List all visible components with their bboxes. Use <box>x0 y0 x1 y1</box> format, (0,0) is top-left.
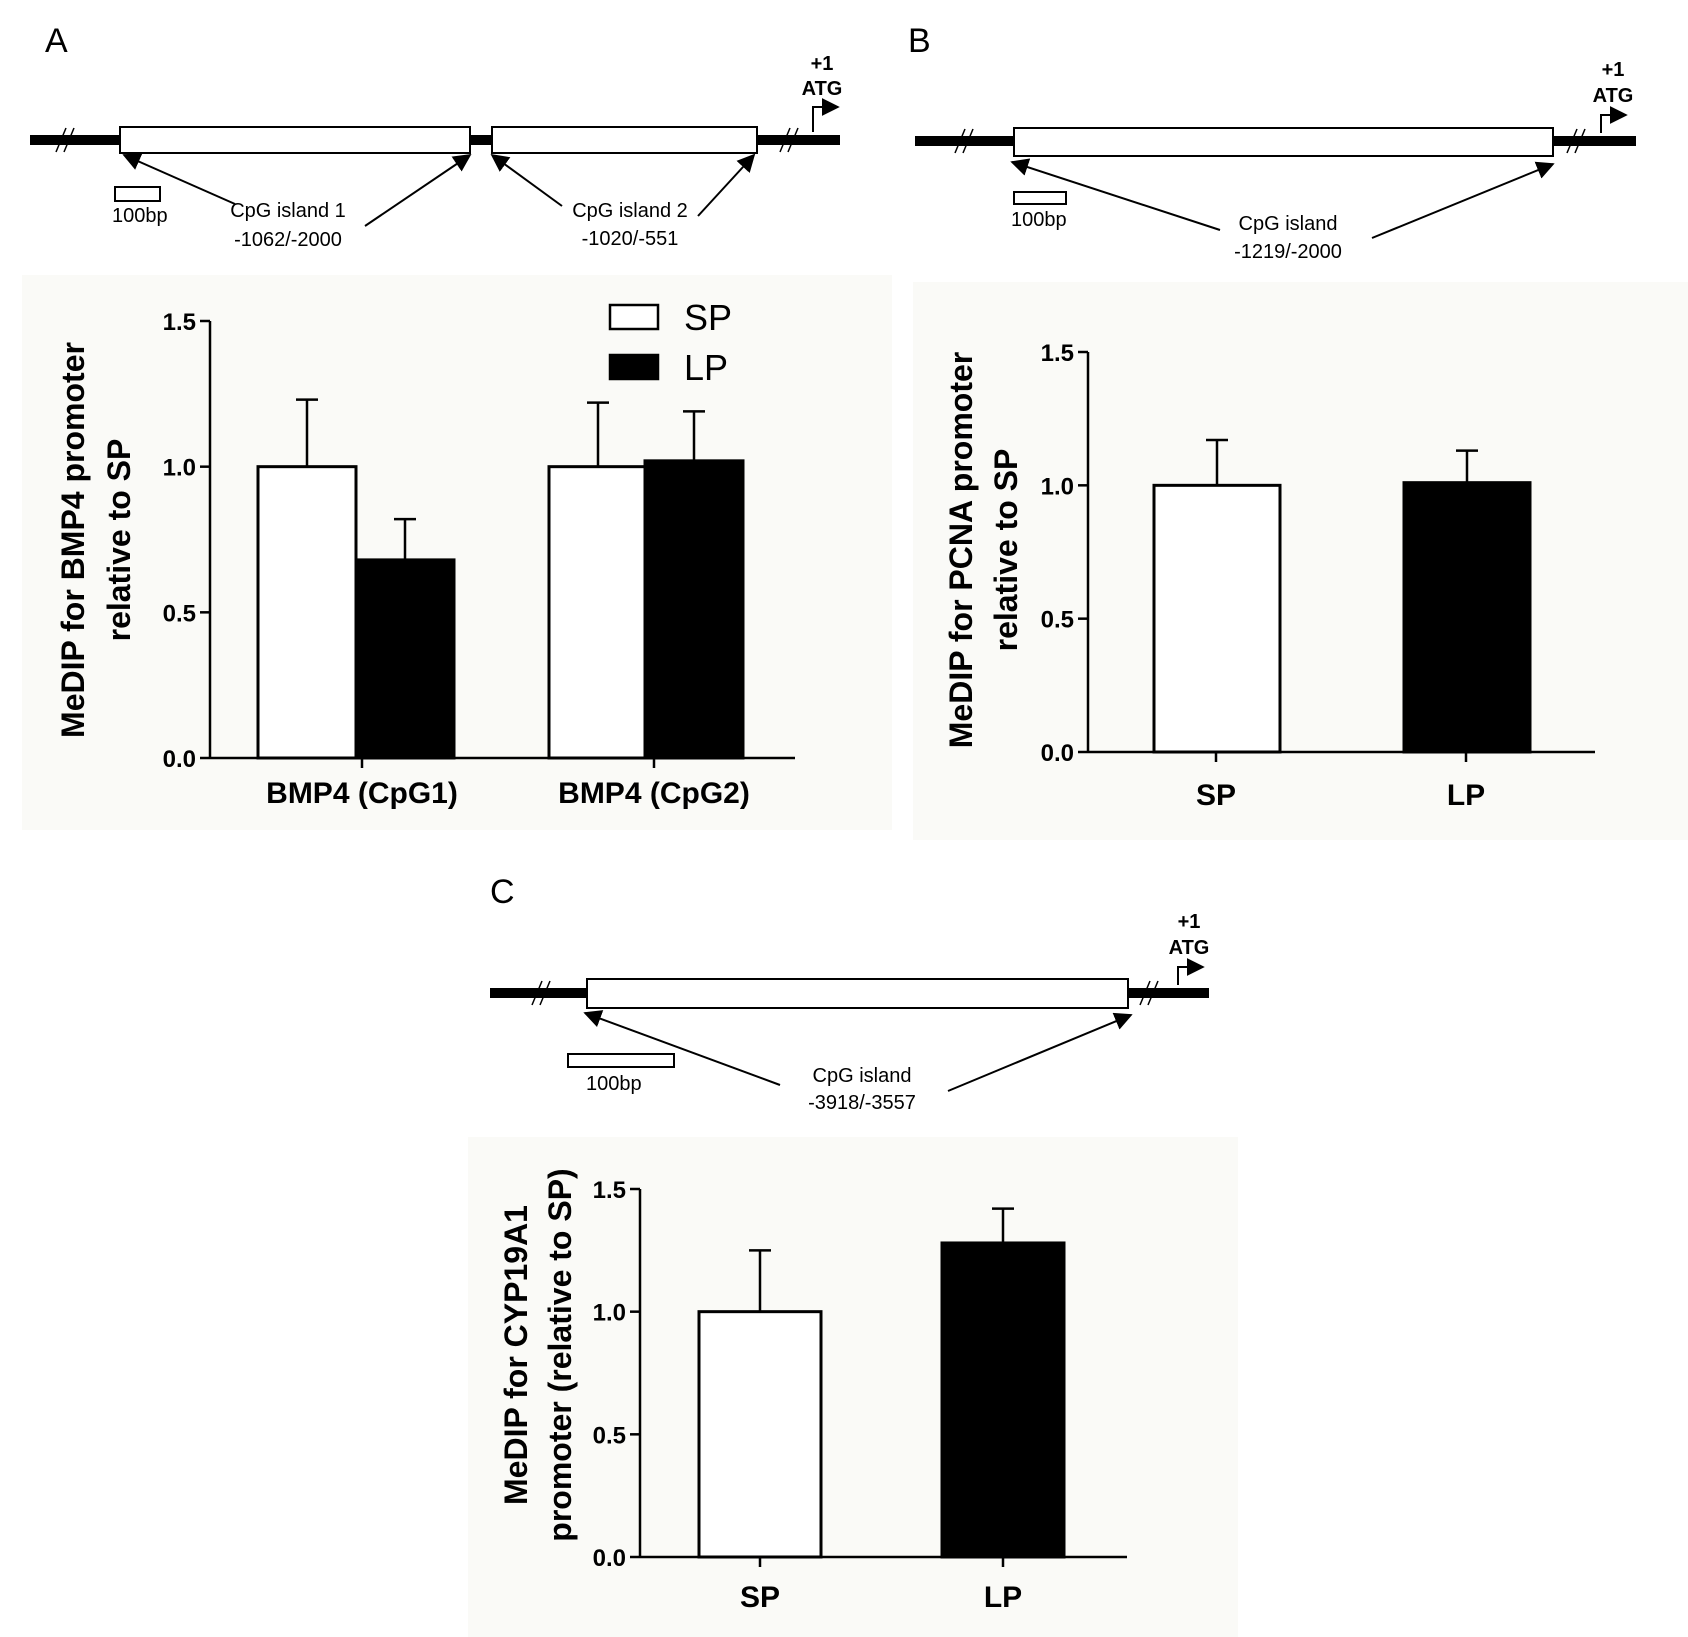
y-axis-label-line-2: relative to SP <box>988 449 1024 652</box>
legend-swatch-lp <box>608 353 660 381</box>
chart-c-marks: SP LP 0.0 0.5 1.0 1.5 <box>593 1177 1127 1614</box>
cpg-island-2-name: CpG island 2 <box>572 200 688 222</box>
scale-bar-label: 100bp <box>112 205 168 227</box>
cpg-island-box <box>586 978 1129 1009</box>
chart-a: MeDIP for BMP4 promoter relative to SP B… <box>22 275 892 830</box>
legend-label-lp: LP <box>684 347 728 388</box>
tss-atg: ATG <box>802 78 843 100</box>
scale-bar-label: 100bp <box>1011 209 1067 231</box>
scale-bar <box>1013 191 1067 205</box>
bar <box>643 459 745 760</box>
cpg-island-range: -1219/-2000 <box>1234 241 1342 263</box>
x-tick-label: SP <box>740 1581 780 1614</box>
x-tick-label: LP <box>1447 779 1485 812</box>
bar <box>1402 481 1532 754</box>
cpg-island-1-name: CpG island 1 <box>230 200 346 222</box>
x-tick-label: BMP4 (CpG1) <box>266 777 458 810</box>
break-marks <box>531 980 1159 1006</box>
cpg-island-2-range: -1020/-551 <box>582 228 679 250</box>
panel-a-diagram: A +1 ATG 100bp CpG island 1 -1062/-2000 … <box>30 22 842 251</box>
y-tick-label: 1.5 <box>1041 340 1074 367</box>
scale-bar <box>114 186 161 202</box>
tss-arrow: +1 ATG <box>1593 59 1634 133</box>
panel-b-diagram: B +1 ATG 100bp CpG island -1219/-2000 <box>908 22 1636 263</box>
y-tick-label: 1.0 <box>593 1300 626 1327</box>
legend-swatch-sp <box>608 303 660 331</box>
y-axis-label-line-1: MeDIP for PCNA promoter <box>943 352 979 748</box>
tss-atg: ATG <box>1593 85 1634 107</box>
bar <box>256 465 358 760</box>
x-tick-label: LP <box>984 1581 1022 1614</box>
y-axis-label-line-2: promoter (relative to SP) <box>542 1168 578 1541</box>
y-axis-label-line-1: MeDIP for CYP19A1 <box>498 1205 534 1505</box>
y-tick-label: 0.5 <box>163 600 196 627</box>
tss-plus-one: +1 <box>811 53 834 75</box>
panel-c-letter: C <box>490 873 515 911</box>
y-tick-label: 1.5 <box>163 309 196 336</box>
chart-c: MeDIP for CYP19A1 promoter (relative to … <box>468 1137 1238 1637</box>
y-tick-label: 0.0 <box>163 746 196 773</box>
y-tick-label: 1.0 <box>163 455 196 482</box>
cpg-island-name: CpG island <box>813 1065 912 1087</box>
y-tick-label: 1.0 <box>1041 473 1074 500</box>
scale-bar-label: 100bp <box>586 1073 642 1095</box>
legend-label-sp: SP <box>684 297 732 338</box>
chart-a-marks: BMP4 (CpG1) BMP4 (CpG2) 0.0 0.5 1.0 1.5 <box>163 309 795 810</box>
bar <box>1152 483 1282 754</box>
y-axis-label-line-2: relative to SP <box>101 439 137 642</box>
y-tick-label: 0.5 <box>1041 607 1074 634</box>
break-marks <box>954 128 1586 154</box>
tss-atg: ATG <box>1169 937 1210 959</box>
bar <box>697 1310 823 1559</box>
cpg-island-name: CpG island <box>1239 213 1338 235</box>
y-tick-label: 0.0 <box>593 1545 626 1572</box>
tss-arrow: +1 ATG <box>1169 911 1210 985</box>
y-tick-label: 0.5 <box>593 1422 626 1449</box>
bar <box>547 465 649 760</box>
y-axis-label-line-1: MeDIP for BMP4 promoter <box>55 342 91 738</box>
cpg-island-1-range: -1062/-2000 <box>234 229 342 251</box>
tss-plus-one: +1 <box>1178 911 1201 933</box>
chart-b-marks: SP LP 0.0 0.5 1.0 1.5 <box>1041 340 1595 812</box>
scale-bar <box>567 1053 675 1068</box>
cpg-island-1-box <box>119 126 471 154</box>
y-tick-label: 0.0 <box>1041 740 1074 767</box>
y-tick-label: 1.5 <box>593 1177 626 1204</box>
break-marks <box>55 127 799 153</box>
bar <box>940 1241 1066 1559</box>
cpg-island-range: -3918/-3557 <box>808 1092 916 1114</box>
tss-arrow: +1 ATG <box>802 53 843 132</box>
panel-c-diagram: C +1 ATG 100bp CpG island -3918/-3557 <box>490 873 1209 1114</box>
legend: SP LP <box>608 297 732 388</box>
panel-a-letter: A <box>45 22 68 60</box>
x-tick-label: BMP4 (CpG2) <box>558 777 750 810</box>
panel-b-letter: B <box>908 22 931 60</box>
cpg-island-box <box>1013 127 1554 157</box>
x-tick-label: SP <box>1196 779 1236 812</box>
cpg-island-2-box <box>491 126 758 154</box>
chart-b: MeDIP for PCNA promoter relative to SP S… <box>913 282 1688 840</box>
bar <box>354 558 456 760</box>
tss-plus-one: +1 <box>1602 59 1625 81</box>
